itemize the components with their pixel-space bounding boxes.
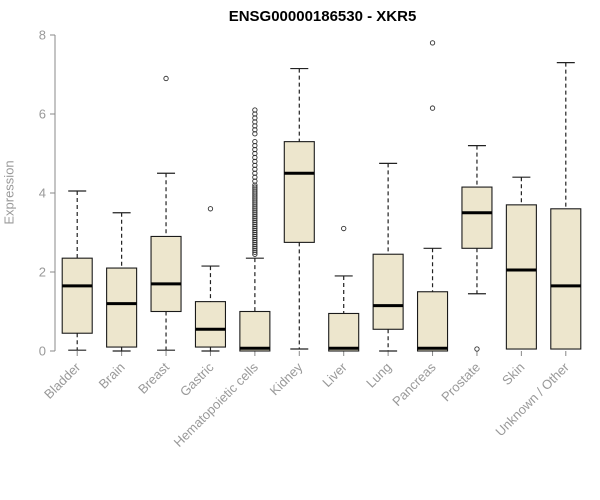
box-group [150, 75, 182, 351]
outlier-point [252, 184, 258, 190]
x-tick-label: Liver [319, 359, 350, 390]
box-group [106, 212, 138, 352]
x-tick-label: Breast [135, 359, 172, 396]
box-rect [416, 291, 449, 352]
box-group [416, 40, 449, 352]
y-tick-label: 2 [39, 265, 46, 280]
x-tick-label: Gastric [177, 359, 217, 399]
x-tick-label: Brain [96, 360, 128, 392]
outlier-point [252, 131, 258, 137]
outlier-point [252, 219, 258, 226]
outlier-point [341, 225, 347, 232]
y-tick-label: 6 [39, 107, 46, 122]
outlier-point [252, 200, 258, 206]
outlier-point [252, 138, 258, 145]
outlier-point [252, 154, 258, 161]
box-rect [550, 208, 582, 350]
outlier-point [252, 235, 258, 242]
outlier-point [252, 208, 258, 214]
outlier-point [474, 346, 480, 352]
outlier-point [252, 115, 258, 121]
box-rect [106, 267, 138, 348]
x-tick-label: Lung [363, 360, 394, 391]
y-tick-label: 0 [39, 344, 46, 359]
chart-title: ENSG00000186530 - XKR5 [228, 8, 417, 25]
box-group [283, 67, 315, 350]
outlier-point [252, 225, 258, 232]
box-rect [505, 204, 537, 350]
outlier-point [252, 107, 258, 113]
x-tick-label: Prostate [438, 360, 483, 405]
outlier-point [252, 196, 258, 202]
outlier-point [252, 194, 258, 200]
x-tick-label: Pancreas [389, 359, 439, 409]
outlier-point [252, 247, 258, 253]
outlier-point [252, 216, 258, 222]
outlier-point [252, 217, 258, 224]
box-group [239, 107, 271, 352]
outlier-point [429, 40, 436, 46]
box-rect [461, 186, 493, 249]
box-rect [372, 253, 404, 330]
box-rect [239, 310, 271, 352]
outlier-point [252, 158, 258, 165]
outlier-point [252, 123, 258, 129]
outlier-point [252, 237, 258, 244]
outlier-point [252, 245, 258, 251]
x-tick-label: Skin [499, 360, 527, 388]
box-group [328, 225, 360, 352]
box-group [461, 145, 493, 352]
x-tick-label: Kidney [267, 359, 306, 398]
outlier-point [252, 188, 258, 194]
outlier-point [252, 249, 258, 255]
box-rect [61, 257, 93, 334]
outlier-point [252, 210, 258, 216]
box-rect [194, 301, 227, 348]
box-group [372, 162, 404, 352]
outlier-point [252, 174, 258, 180]
y-tick-label: 4 [39, 186, 46, 201]
outlier-point [252, 150, 258, 157]
outlier-point [429, 105, 436, 111]
outlier-point [207, 206, 214, 212]
outlier-point [252, 198, 258, 204]
box-rect [150, 235, 182, 313]
box-group [550, 62, 582, 350]
outlier-point [252, 204, 258, 210]
outlier-point [252, 223, 258, 230]
outlier-point [252, 146, 258, 153]
outlier-point [163, 75, 169, 82]
outlier-point [252, 214, 258, 220]
outlier-point [252, 170, 258, 176]
box-rect [328, 312, 360, 352]
box-group [505, 176, 537, 350]
outlier-point [252, 206, 258, 212]
box-group [194, 206, 227, 352]
outlier-point [252, 233, 258, 240]
outlier-point [252, 227, 258, 234]
outlier-point [252, 243, 258, 249]
box-group [61, 190, 93, 351]
outlier-point [252, 186, 258, 192]
box-rect [283, 141, 315, 243]
outlier-point [252, 190, 258, 196]
outlier-point [252, 166, 258, 172]
y-tick-label: 8 [39, 28, 46, 43]
outlier-point [252, 239, 258, 246]
y-axis: 0 2 4 6 8 [39, 28, 56, 359]
outlier-point [252, 178, 258, 184]
outlier-point [252, 111, 258, 117]
x-tick-label: Hematopoietic cells [171, 359, 262, 450]
outlier-point [252, 229, 258, 236]
x-tick-label: Bladder [41, 359, 84, 402]
